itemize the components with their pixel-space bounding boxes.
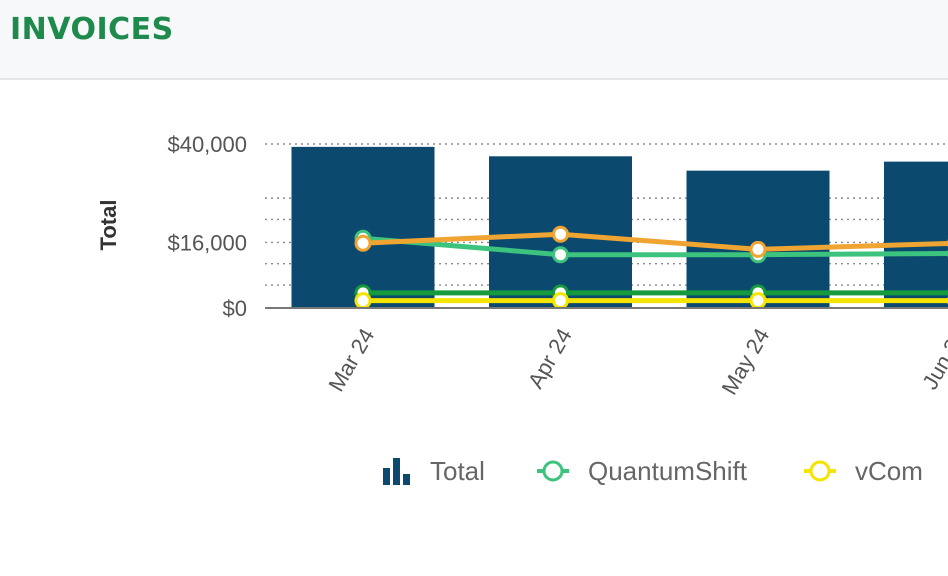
series-line <box>362 235 948 258</box>
line-marker-icon-dot <box>809 460 831 482</box>
bar-total <box>884 161 948 308</box>
series-point <box>354 234 372 252</box>
bar-chart-icon-bar <box>383 468 390 485</box>
series-point <box>552 225 569 243</box>
page-title: INVOICES <box>10 12 174 47</box>
series-point <box>749 292 767 310</box>
legend-label: QuantumShift <box>588 456 748 486</box>
series-point <box>354 292 372 310</box>
bar-total <box>291 146 435 308</box>
bar-chart-icon <box>383 458 410 485</box>
x-tick-label: May 24 <box>717 324 775 399</box>
series-point <box>749 240 767 258</box>
legend-label: Total <box>430 456 485 486</box>
bar-chart-icon-bar <box>393 458 400 485</box>
line-marker-icon <box>804 460 836 482</box>
invoices-chart: $0 $16,000 $40,000 Mar 24 Apr 24 May 24 Jun 24… <box>96 132 948 486</box>
x-tick-label: Jun 24 <box>917 324 948 394</box>
bar-chart-icon-bar <box>403 474 410 485</box>
chart-bars <box>291 146 948 308</box>
x-tick-label: Mar 24 <box>323 324 379 396</box>
series-point <box>552 246 569 264</box>
line-marker-icon <box>537 460 569 482</box>
series-line <box>362 231 948 252</box>
legend-item[interactable]: vCom <box>804 456 923 486</box>
legend-item[interactable]: Total <box>383 456 485 486</box>
y-tick-label: $16,000 <box>167 230 247 255</box>
line-marker-icon-dot <box>542 460 564 482</box>
y-axis-label: Total <box>96 200 121 251</box>
chart-lines <box>354 225 948 310</box>
series-point <box>552 292 569 310</box>
legend-item[interactable]: QuantumShift <box>537 456 748 486</box>
x-tick-label: Apr 24 <box>523 324 577 393</box>
legend-label: vCom <box>855 456 923 486</box>
chart-legend: Total QuantumShift vCom <box>383 456 923 486</box>
y-tick-label: $40,000 <box>167 132 247 157</box>
y-tick-label: $0 <box>223 296 247 321</box>
page-header: INVOICES <box>0 0 948 80</box>
